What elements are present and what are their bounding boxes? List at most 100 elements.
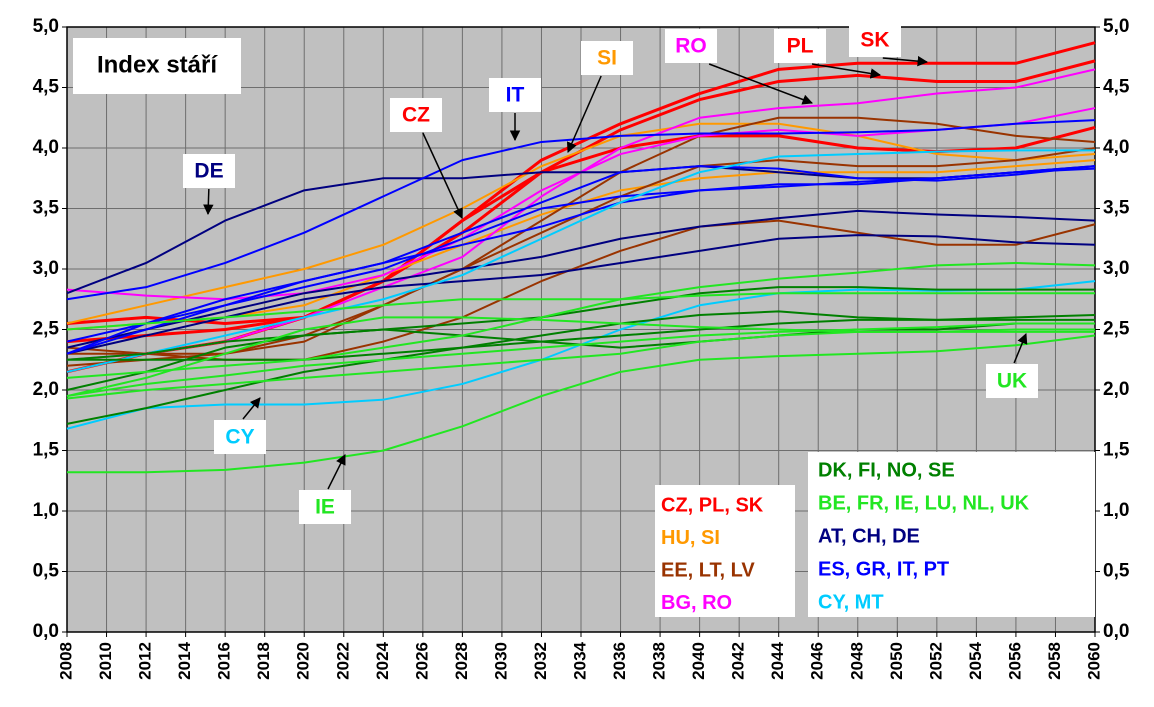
annotation-arrow <box>566 75 602 153</box>
annotation-arrow <box>422 132 463 219</box>
legend-label: HU, SI <box>661 527 720 549</box>
x-tick-label: 2042 <box>729 642 748 680</box>
series-line <box>66 149 1095 373</box>
y-tick-label: 2,5 <box>33 319 60 340</box>
y-tick-label: 2,0 <box>33 379 59 400</box>
y-tick-label: 0,5 <box>33 561 60 582</box>
y2-tick-label: 4,0 <box>1103 137 1129 158</box>
x-tick-label: 2010 <box>96 642 115 680</box>
x-tick-label: 2020 <box>294 642 313 680</box>
annotation-box <box>489 78 541 112</box>
annotation-arrow <box>811 63 882 79</box>
y2-tick-label: 2,0 <box>1103 379 1129 400</box>
x-tick-label: 2036 <box>610 642 629 680</box>
x-tick-label: 2046 <box>808 642 827 680</box>
legend-label: CZ, PL, SK <box>661 494 764 516</box>
x-tick-label: 2014 <box>175 641 194 679</box>
title-box <box>73 38 241 94</box>
x-tick-label: 2018 <box>254 642 273 680</box>
annotation-box <box>183 154 235 188</box>
annotation: CZ <box>402 104 430 127</box>
y-tick-label: 0,0 <box>33 621 59 642</box>
series-line <box>66 119 1096 301</box>
series-line <box>66 261 1096 379</box>
x-tick-label: 2032 <box>531 642 550 680</box>
annotation-box <box>299 490 351 524</box>
annotation: SK <box>860 29 889 52</box>
annotation-arrow <box>327 454 346 490</box>
annotation-box <box>774 29 826 63</box>
annotation-arrow <box>708 63 813 105</box>
y-tick-label: 1,5 <box>33 440 60 461</box>
legend-label: DK, FI, NO, SE <box>818 459 955 481</box>
y2-tick-label: 3,0 <box>1103 258 1129 279</box>
annotation-box <box>581 41 633 75</box>
y2-tick-label: 1,0 <box>1103 500 1129 521</box>
annotation: RO <box>675 35 707 58</box>
chart-title: Index stáří <box>97 51 218 78</box>
x-tick-label: 2012 <box>136 642 155 680</box>
x-tick-label: 2044 <box>768 641 787 679</box>
y-tick-label: 3,0 <box>33 258 59 279</box>
legend-label: CY, MT <box>818 591 884 613</box>
y-tick-label: 5,0 <box>33 16 59 37</box>
x-tick-label: 2040 <box>689 642 708 680</box>
annotation-box <box>390 98 442 132</box>
x-tick-label: 2026 <box>412 642 431 680</box>
y2-tick-label: 5,0 <box>1103 16 1129 37</box>
y2-tick-label: 0,5 <box>1103 561 1130 582</box>
x-tick-label: 2058 <box>1045 642 1064 680</box>
x-tick-label: 2008 <box>56 642 75 680</box>
x-tick-label: 2050 <box>887 642 906 680</box>
y-tick-label: 4,5 <box>33 77 60 98</box>
y2-tick-label: 3,5 <box>1103 198 1130 219</box>
x-tick-label: 2038 <box>650 642 669 680</box>
x-tick-label: 2028 <box>452 642 471 680</box>
y2-tick-label: 4,5 <box>1103 77 1130 98</box>
x-tick-label: 2048 <box>847 642 866 680</box>
legend-label: BG, RO <box>661 592 732 614</box>
series-line <box>66 316 1095 398</box>
annotation: PL <box>787 35 814 58</box>
series-line <box>66 209 1096 349</box>
series-line <box>66 286 1095 361</box>
legend-label: ES, GR, IT, PT <box>818 558 949 580</box>
annotation: IE <box>315 496 335 519</box>
x-tick-label: 2056 <box>1005 642 1024 680</box>
x-tick-label: 2016 <box>215 642 234 680</box>
y-tick-label: 4,0 <box>33 137 59 158</box>
annotation: DE <box>194 160 223 183</box>
x-tick-label: 2060 <box>1084 642 1103 680</box>
annotation: UK <box>997 370 1027 393</box>
x-tick-label: 2034 <box>570 641 589 679</box>
series-line <box>66 322 1095 398</box>
series-line <box>66 167 1096 343</box>
annotation-arrow <box>1013 333 1028 364</box>
y2-tick-label: 1,5 <box>1103 440 1130 461</box>
x-tick-label: 2030 <box>491 642 510 680</box>
annotation-box <box>849 23 901 57</box>
legend-label: BE, FR, IE, LU, NL, UK <box>818 492 1030 514</box>
annotation-arrow <box>203 188 214 216</box>
annotation-box <box>665 29 717 63</box>
series-line <box>66 292 1095 331</box>
annotation-box <box>986 364 1038 398</box>
x-tick-label: 2022 <box>333 642 352 680</box>
legend-box <box>655 485 795 617</box>
annotation-arrow <box>882 55 929 67</box>
y-tick-label: 1,0 <box>33 500 59 521</box>
annotation: SI <box>597 47 617 70</box>
series-line <box>67 318 1095 361</box>
annotation-box <box>214 420 266 454</box>
annotation-arrow <box>242 397 261 420</box>
series-line <box>67 334 1096 474</box>
x-tick-label: 2052 <box>926 642 945 680</box>
x-tick-label: 2024 <box>373 641 392 679</box>
series-line <box>66 234 1096 355</box>
y2-tick-label: 0,0 <box>1103 621 1129 642</box>
legend-box <box>808 452 1095 617</box>
x-tick-label: 2054 <box>966 641 985 679</box>
y2-tick-label: 2,5 <box>1103 319 1130 340</box>
legend-label: AT, CH, DE <box>818 525 920 547</box>
